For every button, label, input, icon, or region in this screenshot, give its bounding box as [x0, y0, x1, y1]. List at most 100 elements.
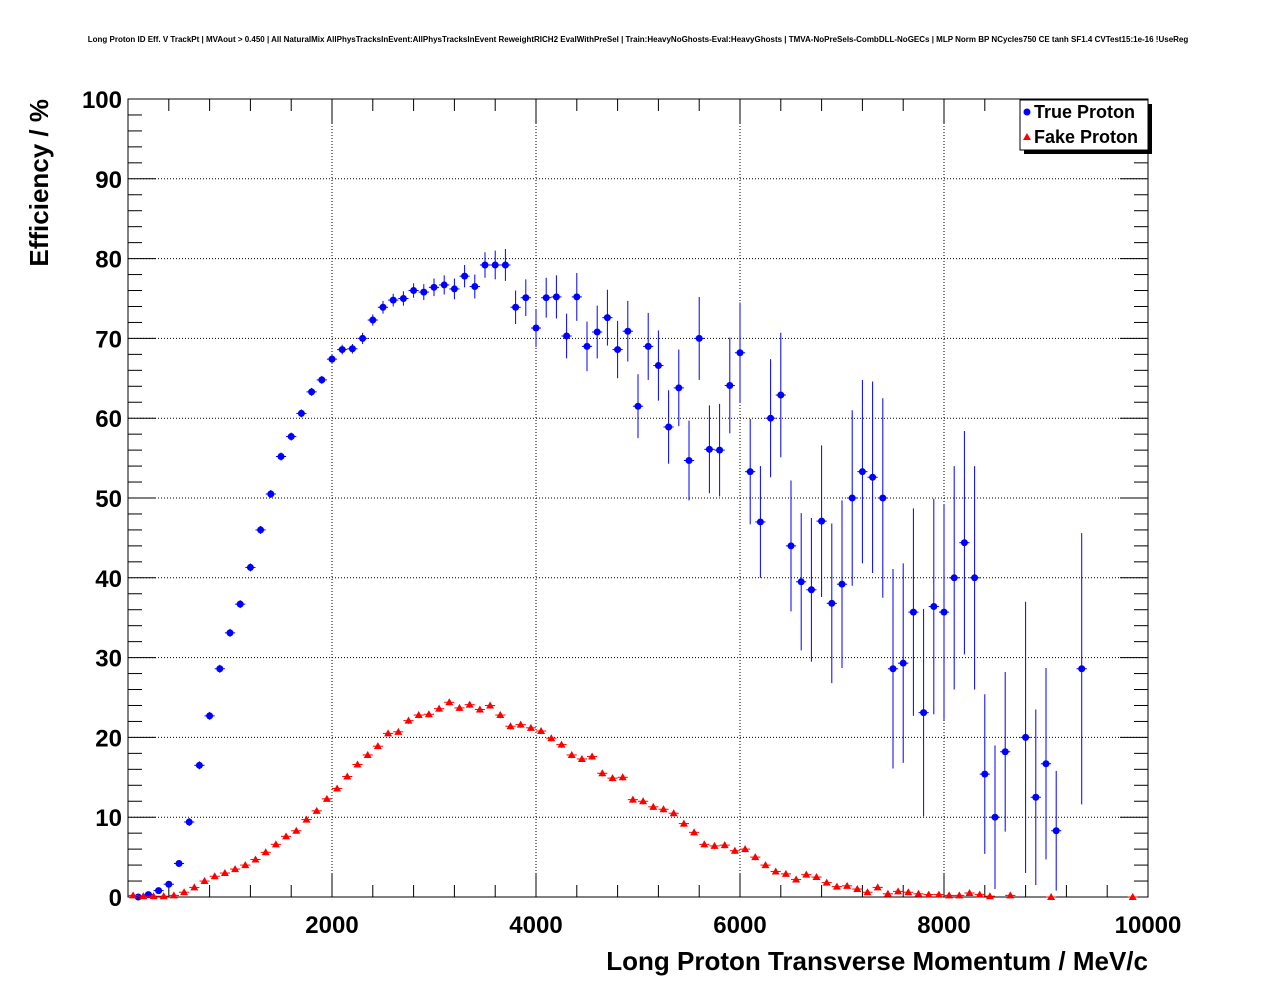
data-point — [991, 813, 999, 821]
data-point — [328, 355, 336, 363]
data-point — [628, 795, 637, 803]
data-point — [730, 846, 739, 854]
data-point — [843, 881, 852, 889]
data-point — [644, 342, 652, 350]
data-point — [736, 349, 744, 357]
data-point — [129, 891, 138, 899]
data-point — [848, 494, 856, 502]
data-point — [512, 303, 520, 311]
data-point — [940, 608, 948, 616]
data-point — [767, 414, 775, 422]
data-point — [914, 889, 923, 897]
plot-title: Long Proton ID Eff. V TrackPt | MVAout >… — [88, 35, 1189, 44]
data-point — [889, 665, 897, 673]
data-point — [792, 875, 801, 883]
data-point — [455, 703, 464, 711]
data-point — [700, 840, 709, 848]
data-point — [379, 303, 387, 311]
data-point — [716, 446, 724, 454]
data-point — [271, 840, 280, 848]
data-point — [710, 841, 719, 849]
data-point — [930, 603, 938, 611]
data-point — [894, 887, 903, 895]
data-point — [282, 832, 291, 840]
data-point — [297, 409, 305, 417]
data-point — [475, 705, 484, 713]
data-point — [920, 709, 928, 717]
data-point — [873, 883, 882, 891]
data-point — [267, 490, 275, 498]
data-point — [526, 723, 535, 731]
y-tick-label: 30 — [95, 646, 122, 673]
y-axis-title: Efficiency / % — [24, 99, 54, 267]
x-tick-label: 4000 — [509, 912, 562, 939]
data-point — [165, 880, 173, 888]
y-tick-label: 60 — [95, 406, 122, 433]
y-tick-label: 50 — [95, 486, 122, 513]
data-point — [353, 760, 362, 768]
data-point — [654, 362, 662, 370]
data-point — [532, 324, 540, 332]
data-point — [471, 283, 479, 291]
data-point — [486, 701, 495, 709]
data-point — [614, 346, 622, 354]
data-point — [618, 773, 627, 781]
data-point — [491, 261, 499, 269]
data-point — [343, 772, 352, 780]
data-point — [175, 859, 183, 867]
data-point — [277, 453, 285, 461]
data-point — [838, 580, 846, 588]
data-point — [481, 261, 489, 269]
data-point — [909, 608, 917, 616]
x-tick-label: 2000 — [305, 912, 358, 939]
data-point — [1032, 793, 1040, 801]
data-point — [1128, 893, 1137, 900]
data-point — [634, 402, 642, 410]
data-point — [945, 891, 954, 899]
data-point — [593, 328, 601, 336]
data-point — [139, 892, 148, 900]
data-point — [373, 742, 382, 750]
data-point — [960, 539, 968, 547]
data-point — [210, 872, 219, 880]
data-point — [338, 346, 346, 354]
data-point — [461, 272, 469, 280]
data-point — [241, 861, 250, 869]
y-tick-label: 90 — [95, 167, 122, 194]
y-tick-label: 70 — [95, 326, 122, 353]
y-tick-label: 0 — [109, 885, 122, 912]
data-point — [542, 294, 550, 302]
data-point — [552, 293, 560, 301]
data-point — [822, 878, 831, 886]
data-point — [522, 294, 530, 302]
data-point — [440, 281, 448, 289]
y-tick-label: 40 — [95, 566, 122, 593]
data-point — [781, 869, 790, 877]
data-point — [445, 698, 454, 706]
data-point — [359, 334, 367, 342]
axis-ticks — [128, 98, 1149, 898]
data-point — [1052, 827, 1060, 835]
data-point — [424, 710, 433, 718]
data-point — [322, 794, 331, 802]
data-point — [807, 586, 815, 594]
data-point — [879, 494, 887, 502]
data-point — [251, 855, 260, 863]
data-point — [639, 797, 648, 805]
data-point — [246, 563, 254, 571]
legend: True Proton Fake Proton — [1019, 99, 1152, 154]
data-point — [690, 828, 699, 836]
data-point — [720, 841, 729, 849]
data-point — [465, 700, 474, 708]
data-point — [1042, 760, 1050, 768]
data-point — [665, 423, 673, 431]
data-point — [802, 870, 811, 878]
data-point — [557, 740, 566, 748]
legend-marker-true-proton — [1023, 108, 1031, 116]
data-point — [369, 316, 377, 324]
data-point — [292, 826, 301, 834]
data-point — [257, 526, 265, 534]
data-point — [985, 892, 994, 900]
data-point — [236, 600, 244, 608]
data-point — [975, 890, 984, 898]
